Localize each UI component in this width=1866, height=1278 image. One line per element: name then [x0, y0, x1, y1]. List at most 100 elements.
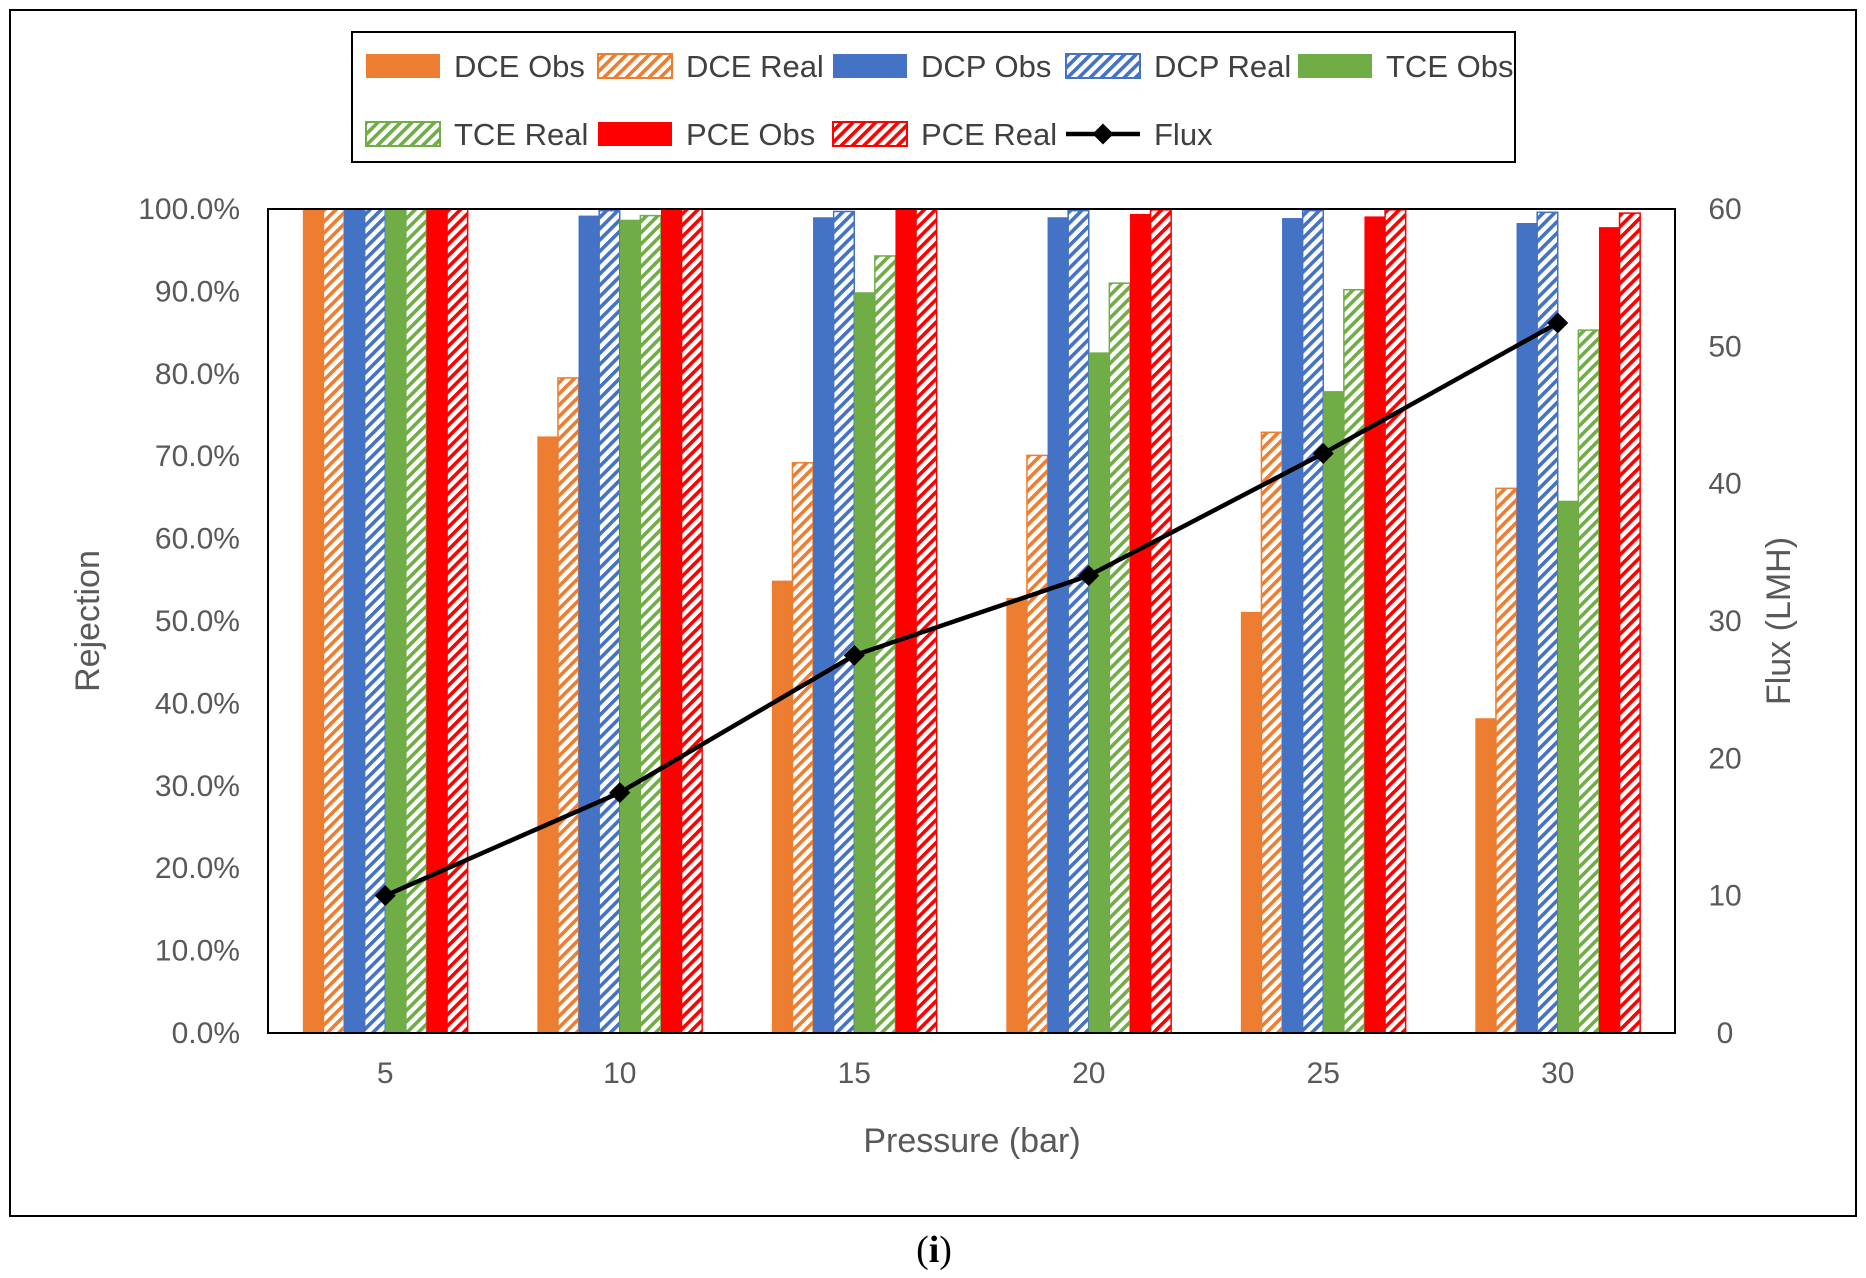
bar-tce-obs-10	[619, 219, 641, 1033]
bar-tce-obs-20	[1088, 352, 1110, 1034]
legend-label-dce-obs: DCE Obs	[454, 49, 585, 84]
legend-swatch-dce-real	[597, 53, 673, 79]
bar-dce-real-30	[1495, 487, 1518, 1034]
bar-dcp-real-30	[1536, 211, 1559, 1034]
legend-label-dce-real: DCE Real	[686, 49, 824, 84]
legend-label-tce-obs: TCE Obs	[1386, 49, 1513, 84]
bar-pce-real-10	[680, 208, 703, 1034]
bar-dcp-obs-10	[578, 215, 600, 1034]
y-tick-label: 90.0%	[155, 275, 240, 308]
bar-pce-real-30	[1618, 212, 1641, 1034]
bar-tce-real-25	[1343, 289, 1366, 1034]
bar-dce-obs-25	[1240, 611, 1262, 1033]
bar-dce-obs-10	[537, 436, 558, 1033]
bar-tce-obs-30	[1557, 500, 1579, 1033]
x-tick-label: 5	[377, 1057, 394, 1090]
y-tick-label: 100.0%	[138, 193, 240, 226]
x-tick-label: 15	[838, 1057, 871, 1090]
bar-tce-obs-25	[1323, 391, 1344, 1033]
y-tick-label: 60.0%	[155, 523, 240, 556]
bar-dce-obs-15	[771, 580, 793, 1033]
y-tick-label: 20.0%	[155, 852, 240, 885]
y-tick-label: 80.0%	[155, 358, 240, 391]
bar-dce-real-5	[322, 208, 345, 1034]
flux-marker-10	[609, 782, 631, 804]
bar-pce-obs-10	[660, 209, 682, 1033]
flux-marker-5	[374, 885, 396, 907]
bar-dcp-real-10	[598, 209, 621, 1034]
legend-swatch-dcp-obs	[833, 54, 907, 78]
bar-pce-obs-15	[895, 209, 917, 1033]
y2-axis-ticks: 0 10 20 30 40 50 60	[1708, 193, 1741, 1050]
bar-dce-real-25	[1260, 431, 1283, 1034]
y-tick-label: 30.0%	[155, 770, 240, 803]
legend-label-flux: Flux	[1154, 117, 1213, 152]
bar-dcp-obs-20	[1047, 217, 1069, 1034]
bar-dce-real-15	[791, 462, 814, 1034]
bar-pce-real-15	[915, 208, 938, 1034]
legend-frame	[351, 31, 1516, 163]
legend-swatch-dce-obs	[366, 54, 440, 78]
y2-tick-label: 10	[1708, 880, 1741, 913]
bar-dcp-obs-25	[1282, 218, 1303, 1034]
figure-caption: (i)	[916, 1229, 952, 1271]
y-tick-label: 70.0%	[155, 440, 240, 473]
bar-tce-real-30	[1577, 329, 1600, 1034]
x-tick-label: 30	[1541, 1057, 1574, 1090]
bar-pce-obs-5	[426, 209, 448, 1033]
bar-dcp-obs-15	[813, 217, 834, 1034]
flux-line	[374, 312, 1569, 907]
bar-tce-real-10	[639, 214, 662, 1034]
legend-label-pce-real: PCE Real	[921, 117, 1057, 152]
y-axis-title: Rejection	[69, 550, 107, 692]
legend-swatch-tce-real	[365, 121, 441, 147]
bar-pce-obs-25	[1364, 216, 1386, 1033]
x-axis-ticks: 5 10 15 20 25 30	[377, 1057, 1575, 1090]
caption-close-paren: )	[939, 1229, 952, 1271]
x-axis-title: Pressure (bar)	[863, 1122, 1080, 1160]
legend-swatch-tce-obs	[1298, 54, 1372, 78]
legend-swatch-dcp-real	[1065, 53, 1141, 79]
y2-tick-label: 60	[1708, 193, 1741, 226]
bar-dcp-real-5	[363, 208, 386, 1034]
y2-tick-label: 20	[1708, 742, 1741, 775]
y2-tick-label: 50	[1708, 330, 1741, 363]
y-tick-label: 40.0%	[155, 687, 240, 720]
legend-label-dcp-obs: DCP Obs	[921, 49, 1051, 84]
bar-tce-real-5	[405, 208, 428, 1034]
bar-pce-obs-30	[1598, 227, 1620, 1034]
bars	[302, 208, 1641, 1034]
flux-marker-25	[1312, 442, 1334, 464]
bar-dce-real-10	[557, 377, 580, 1034]
flux-marker-30	[1547, 312, 1569, 334]
flux-series-line	[384, 321, 1559, 898]
bar-dce-real-20	[1026, 454, 1049, 1034]
y2-tick-label: 0	[1717, 1017, 1734, 1050]
caption-open-paren: (	[916, 1229, 929, 1271]
y-tick-label: 0.0%	[172, 1017, 240, 1050]
bar-dcp-real-25	[1301, 209, 1325, 1034]
y2-tick-label: 40	[1708, 468, 1741, 501]
legend-label-pce-obs: PCE Obs	[686, 117, 815, 152]
bar-dcp-real-20	[1067, 209, 1090, 1034]
legend-label-tce-real: TCE Real	[454, 117, 588, 152]
bar-tce-obs-5	[385, 209, 406, 1033]
y2-axis-title: Flux (LMH)	[1760, 537, 1798, 705]
bar-pce-obs-20	[1129, 213, 1151, 1034]
bar-dcp-obs-5	[344, 209, 365, 1033]
y-tick-label: 10.0%	[155, 935, 240, 968]
bar-dce-obs-5	[302, 209, 324, 1033]
bar-dce-obs-30	[1475, 718, 1496, 1033]
legend-swatch-pce-real	[832, 121, 908, 147]
legend-marker-flux	[1092, 123, 1114, 145]
x-tick-label: 20	[1072, 1057, 1105, 1090]
plot-area-frame	[267, 208, 1676, 1034]
y-axis-ticks: 0.0% 10.0% 20.0% 30.0% 40.0% 50.0% 60.0% 70.0% 8…	[138, 193, 240, 1050]
x-tick-label: 10	[603, 1057, 636, 1090]
bar-tce-obs-15	[854, 292, 875, 1033]
x-tick-label: 25	[1307, 1057, 1340, 1090]
bar-dce-obs-20	[1006, 597, 1027, 1033]
bar-pce-real-25	[1384, 209, 1407, 1034]
bar-pce-real-5	[446, 208, 469, 1034]
